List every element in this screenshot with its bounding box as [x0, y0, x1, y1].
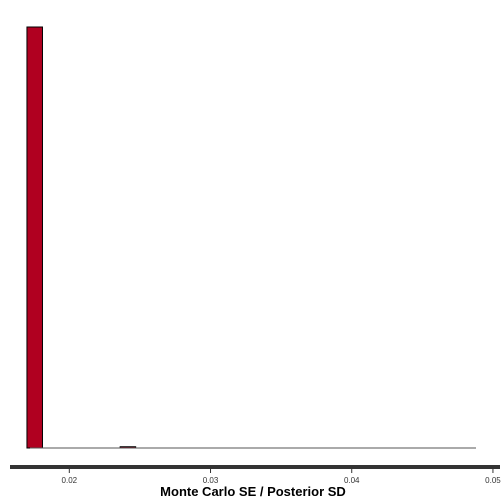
bars-layer [26, 26, 137, 449]
x-axis-line [10, 465, 500, 469]
x-tick-label: 0.04 [344, 476, 360, 485]
x-tick-label: 0.05 [485, 476, 501, 485]
x-axis-ticks: 0.02 0.03 0.04 0.05 [62, 469, 501, 485]
histogram-bar [26, 26, 43, 449]
x-axis-title: Monte Carlo SE / Posterior SD [160, 484, 346, 499]
x-tick-label: 0.03 [203, 476, 219, 485]
x-tick-label: 0.02 [62, 476, 78, 485]
